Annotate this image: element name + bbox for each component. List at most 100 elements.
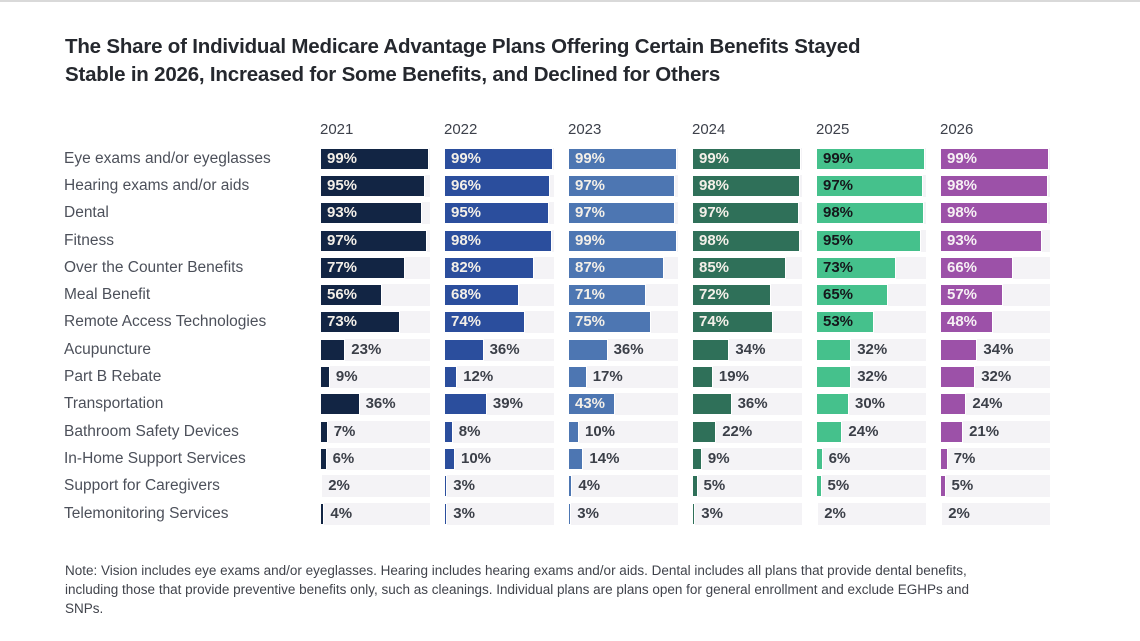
- bar-value-label: 5%: [827, 477, 850, 495]
- bar-track: 82%: [444, 256, 554, 279]
- bar-value-label: 99%: [451, 149, 482, 167]
- bar-track: 99%: [444, 147, 554, 170]
- page-title-line1: The Share of Individual Medicare Advanta…: [65, 35, 861, 58]
- bar-value-label: 74%: [451, 313, 482, 331]
- bar-track: 36%: [444, 338, 554, 361]
- bar-track: 23%: [320, 338, 430, 361]
- bar-fill: [444, 284, 519, 307]
- bar-value-label: 97%: [699, 204, 730, 222]
- bar-value-label: 66%: [947, 258, 978, 276]
- bar-fill: [444, 256, 535, 279]
- bar-track: 97%: [816, 174, 926, 197]
- bar-track: 22%: [692, 420, 802, 443]
- row-label: Support for Caregivers: [64, 477, 220, 495]
- bar-fill: [816, 475, 822, 498]
- bar-track: 7%: [320, 420, 430, 443]
- bar-track: 48%: [940, 311, 1050, 334]
- bar-track: 97%: [568, 174, 678, 197]
- bar-track: 85%: [692, 256, 802, 279]
- bar-track: 2%: [816, 502, 926, 525]
- page-title: The Share of Individual Medicare Advanta…: [65, 33, 1095, 89]
- bar-value-label: 3%: [577, 504, 599, 522]
- bar-track: 98%: [692, 229, 802, 252]
- bar-value-label: 98%: [823, 204, 854, 222]
- bar-fill: [940, 229, 1043, 252]
- bar-value-label: 93%: [947, 231, 978, 249]
- bar-value-label: 75%: [575, 313, 606, 331]
- bar-fill: [816, 174, 923, 197]
- bar-track: 98%: [444, 229, 554, 252]
- bar-value-label: 19%: [718, 368, 749, 386]
- bar-fill: [940, 338, 978, 361]
- bar-track: 73%: [816, 256, 926, 279]
- bar-fill: [568, 366, 587, 389]
- bar-track: 36%: [692, 393, 802, 416]
- bar-track: 24%: [816, 420, 926, 443]
- bar-fill: [940, 366, 976, 389]
- bar-track: 24%: [940, 393, 1050, 416]
- bar-value-label: 82%: [451, 258, 482, 276]
- year-header-2021: 2021: [320, 121, 354, 138]
- bar-value-label: 87%: [575, 258, 606, 276]
- bar-fill: [444, 447, 455, 470]
- bar-fill: [444, 311, 526, 334]
- bar-fill: [692, 174, 800, 197]
- bar-fill: [816, 311, 875, 334]
- bar-fill: [816, 502, 819, 525]
- bar-track: 4%: [320, 502, 430, 525]
- bar-value-label: 97%: [575, 176, 606, 194]
- bar-value-label: 93%: [327, 204, 358, 222]
- bar-value-label: 34%: [735, 340, 766, 358]
- bar-fill: [320, 502, 325, 525]
- bar-track: 98%: [692, 174, 802, 197]
- bar-fill: [444, 475, 448, 498]
- bar-value-label: 96%: [451, 176, 482, 194]
- bar-fill: [816, 202, 924, 225]
- bar-track: 10%: [444, 447, 554, 470]
- bar-track: 2%: [940, 502, 1050, 525]
- bar-value-label: 36%: [489, 340, 520, 358]
- bar-fill: [568, 393, 616, 416]
- bar-fill: [940, 475, 946, 498]
- bar-track: 32%: [816, 338, 926, 361]
- bar-fill: [568, 475, 573, 498]
- bar-fill: [444, 202, 549, 225]
- bar-value-label: 22%: [722, 422, 753, 440]
- bar-track: 53%: [816, 311, 926, 334]
- row-label: In-Home Support Services: [64, 449, 246, 467]
- bar-track: 97%: [692, 202, 802, 225]
- bar-value-label: 7%: [953, 449, 976, 467]
- bar-track: 3%: [692, 502, 802, 525]
- bar-value-label: 5%: [703, 477, 726, 495]
- bar-value-label: 72%: [699, 286, 730, 304]
- bar-track: 5%: [816, 475, 926, 498]
- bar-value-label: 12%: [463, 368, 494, 386]
- bar-value-label: 97%: [575, 204, 606, 222]
- year-header-2026: 2026: [940, 121, 974, 138]
- bar-fill: [692, 393, 732, 416]
- bar-track: 56%: [320, 284, 430, 307]
- bar-value-label: 95%: [823, 231, 854, 249]
- bar-value-label: 32%: [857, 368, 888, 386]
- bar-fill: [320, 284, 382, 307]
- bar-value-label: 73%: [327, 313, 358, 331]
- bar-track: 39%: [444, 393, 554, 416]
- bar-value-label: 74%: [699, 313, 730, 331]
- bar-track: 95%: [816, 229, 926, 252]
- bar-fill: [940, 256, 1013, 279]
- bar-track: 32%: [816, 366, 926, 389]
- bar-value-label: 48%: [947, 313, 978, 331]
- bar-value-label: 99%: [699, 149, 730, 167]
- bar-track: 14%: [568, 447, 678, 470]
- bar-track: 99%: [568, 229, 678, 252]
- row-label: Transportation: [64, 395, 164, 413]
- bar-track: 95%: [320, 174, 430, 197]
- bar-track: 5%: [940, 475, 1050, 498]
- bar-value-label: 3%: [701, 504, 723, 522]
- bar-fill: [568, 174, 675, 197]
- bar-value-label: 8%: [458, 422, 481, 440]
- year-header-2023: 2023: [568, 121, 602, 138]
- bar-value-label: 6%: [828, 449, 851, 467]
- bar-value-label: 99%: [575, 149, 606, 167]
- bar-track: 12%: [444, 366, 554, 389]
